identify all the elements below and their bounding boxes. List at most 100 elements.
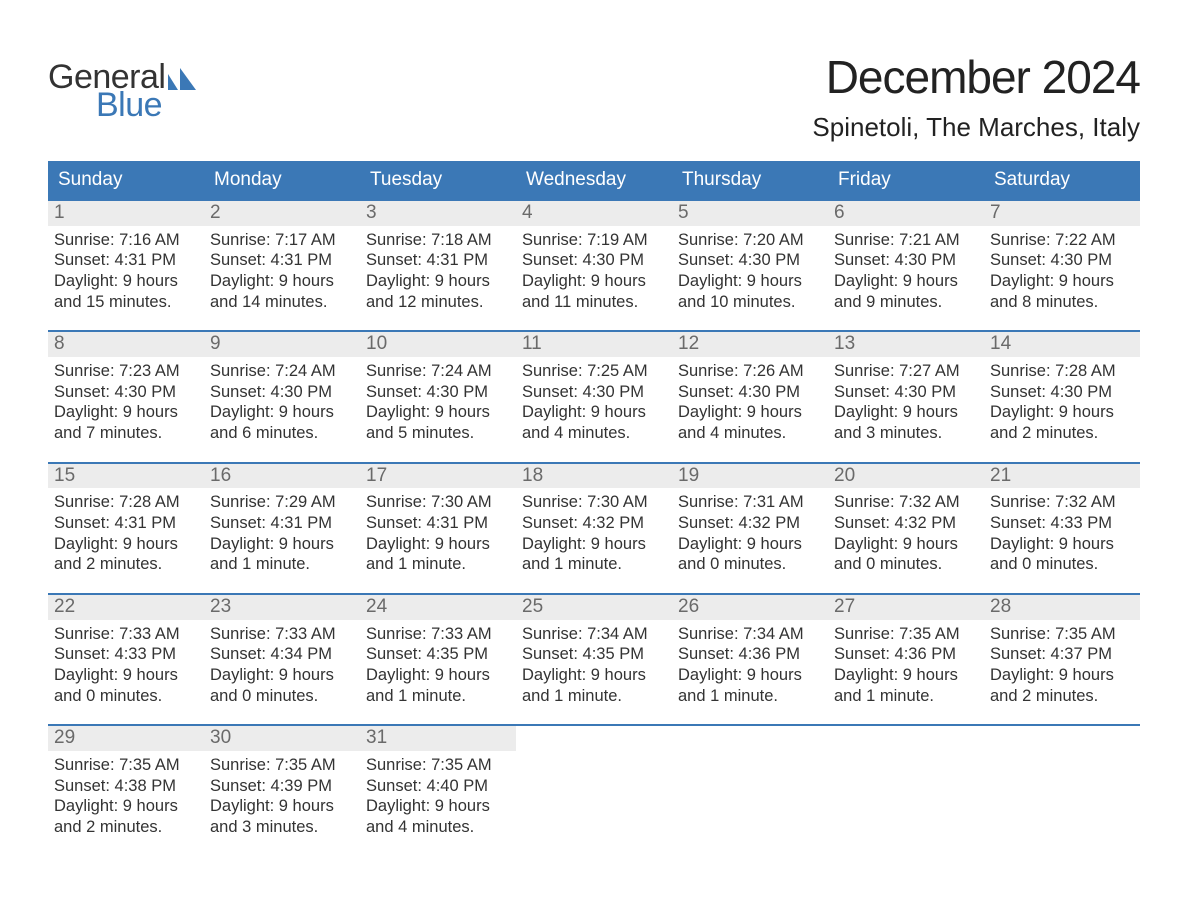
day-number: 12 <box>672 332 828 357</box>
day-number: 29 <box>48 726 204 751</box>
sunset-text: Sunset: 4:30 PM <box>678 382 822 403</box>
day-body: Sunrise: 7:35 AMSunset: 4:38 PMDaylight:… <box>48 751 204 842</box>
page-header: General Blue December 2024 Spinetoli, Th… <box>48 50 1140 143</box>
daylight-text-2: and 4 minutes. <box>522 423 666 444</box>
daylight-text-2: and 0 minutes. <box>834 554 978 575</box>
day-body: Sunrise: 7:28 AMSunset: 4:31 PMDaylight:… <box>48 488 204 579</box>
sunrise-text: Sunrise: 7:28 AM <box>54 492 198 513</box>
day-cell: 17Sunrise: 7:30 AMSunset: 4:31 PMDayligh… <box>360 464 516 579</box>
sunset-text: Sunset: 4:37 PM <box>990 644 1134 665</box>
daylight-text-2: and 0 minutes. <box>990 554 1134 575</box>
day-cell: 11Sunrise: 7:25 AMSunset: 4:30 PMDayligh… <box>516 332 672 447</box>
day-body: Sunrise: 7:25 AMSunset: 4:30 PMDaylight:… <box>516 357 672 448</box>
day-cell: 20Sunrise: 7:32 AMSunset: 4:32 PMDayligh… <box>828 464 984 579</box>
day-number: 20 <box>828 464 984 489</box>
sunrise-text: Sunrise: 7:35 AM <box>990 624 1134 645</box>
daylight-text-2: and 2 minutes. <box>54 817 198 838</box>
empty-cell <box>672 726 828 841</box>
sunset-text: Sunset: 4:31 PM <box>366 513 510 534</box>
day-cell: 27Sunrise: 7:35 AMSunset: 4:36 PMDayligh… <box>828 595 984 710</box>
sunrise-text: Sunrise: 7:35 AM <box>366 755 510 776</box>
day-cell: 6Sunrise: 7:21 AMSunset: 4:30 PMDaylight… <box>828 201 984 316</box>
sunrise-text: Sunrise: 7:32 AM <box>834 492 978 513</box>
day-number: 9 <box>204 332 360 357</box>
weekday-header: Wednesday <box>516 161 672 199</box>
day-body: Sunrise: 7:23 AMSunset: 4:30 PMDaylight:… <box>48 357 204 448</box>
sunset-text: Sunset: 4:40 PM <box>366 776 510 797</box>
sunrise-text: Sunrise: 7:35 AM <box>54 755 198 776</box>
day-number: 10 <box>360 332 516 357</box>
day-number: 4 <box>516 201 672 226</box>
day-body: Sunrise: 7:33 AMSunset: 4:33 PMDaylight:… <box>48 620 204 711</box>
day-body: Sunrise: 7:16 AMSunset: 4:31 PMDaylight:… <box>48 226 204 317</box>
daylight-text-2: and 1 minute. <box>366 686 510 707</box>
day-cell: 3Sunrise: 7:18 AMSunset: 4:31 PMDaylight… <box>360 201 516 316</box>
week-row: 29Sunrise: 7:35 AMSunset: 4:38 PMDayligh… <box>48 724 1140 841</box>
day-body: Sunrise: 7:24 AMSunset: 4:30 PMDaylight:… <box>360 357 516 448</box>
day-cell: 5Sunrise: 7:20 AMSunset: 4:30 PMDaylight… <box>672 201 828 316</box>
sunrise-text: Sunrise: 7:28 AM <box>990 361 1134 382</box>
sunrise-text: Sunrise: 7:33 AM <box>210 624 354 645</box>
day-number: 6 <box>828 201 984 226</box>
daylight-text-2: and 3 minutes. <box>834 423 978 444</box>
sunset-text: Sunset: 4:30 PM <box>834 250 978 271</box>
sunset-text: Sunset: 4:30 PM <box>834 382 978 403</box>
day-number: 15 <box>48 464 204 489</box>
daylight-text-1: Daylight: 9 hours <box>834 665 978 686</box>
daylight-text-2: and 0 minutes. <box>678 554 822 575</box>
sunrise-text: Sunrise: 7:23 AM <box>54 361 198 382</box>
day-cell: 31Sunrise: 7:35 AMSunset: 4:40 PMDayligh… <box>360 726 516 841</box>
weekday-header: Monday <box>204 161 360 199</box>
sunrise-text: Sunrise: 7:33 AM <box>54 624 198 645</box>
sunrise-text: Sunrise: 7:21 AM <box>834 230 978 251</box>
daylight-text-2: and 7 minutes. <box>54 423 198 444</box>
daylight-text-1: Daylight: 9 hours <box>678 402 822 423</box>
sunrise-text: Sunrise: 7:33 AM <box>366 624 510 645</box>
sunset-text: Sunset: 4:30 PM <box>54 382 198 403</box>
day-body: Sunrise: 7:24 AMSunset: 4:30 PMDaylight:… <box>204 357 360 448</box>
day-body: Sunrise: 7:35 AMSunset: 4:40 PMDaylight:… <box>360 751 516 842</box>
daylight-text-2: and 2 minutes. <box>990 686 1134 707</box>
sunrise-text: Sunrise: 7:18 AM <box>366 230 510 251</box>
daylight-text-1: Daylight: 9 hours <box>54 534 198 555</box>
week-row: 1Sunrise: 7:16 AMSunset: 4:31 PMDaylight… <box>48 199 1140 316</box>
day-cell: 4Sunrise: 7:19 AMSunset: 4:30 PMDaylight… <box>516 201 672 316</box>
daylight-text-1: Daylight: 9 hours <box>210 665 354 686</box>
day-body: Sunrise: 7:17 AMSunset: 4:31 PMDaylight:… <box>204 226 360 317</box>
daylight-text-1: Daylight: 9 hours <box>210 534 354 555</box>
week-row: 8Sunrise: 7:23 AMSunset: 4:30 PMDaylight… <box>48 330 1140 447</box>
sunset-text: Sunset: 4:30 PM <box>990 382 1134 403</box>
day-number: 5 <box>672 201 828 226</box>
empty-cell <box>984 726 1140 841</box>
sunrise-text: Sunrise: 7:24 AM <box>210 361 354 382</box>
daylight-text-2: and 0 minutes. <box>210 686 354 707</box>
sunrise-text: Sunrise: 7:34 AM <box>522 624 666 645</box>
sunrise-text: Sunrise: 7:25 AM <box>522 361 666 382</box>
sunset-text: Sunset: 4:31 PM <box>366 250 510 271</box>
daylight-text-2: and 2 minutes. <box>990 423 1134 444</box>
sunset-text: Sunset: 4:31 PM <box>54 250 198 271</box>
weekday-header: Tuesday <box>360 161 516 199</box>
daylight-text-2: and 1 minute. <box>522 686 666 707</box>
sunset-text: Sunset: 4:36 PM <box>834 644 978 665</box>
daylight-text-1: Daylight: 9 hours <box>522 665 666 686</box>
daylight-text-1: Daylight: 9 hours <box>366 402 510 423</box>
sunset-text: Sunset: 4:32 PM <box>834 513 978 534</box>
day-body: Sunrise: 7:28 AMSunset: 4:30 PMDaylight:… <box>984 357 1140 448</box>
day-body: Sunrise: 7:18 AMSunset: 4:31 PMDaylight:… <box>360 226 516 317</box>
daylight-text-1: Daylight: 9 hours <box>210 796 354 817</box>
day-number: 22 <box>48 595 204 620</box>
day-number: 7 <box>984 201 1140 226</box>
day-body: Sunrise: 7:34 AMSunset: 4:36 PMDaylight:… <box>672 620 828 711</box>
sunrise-text: Sunrise: 7:30 AM <box>366 492 510 513</box>
daylight-text-1: Daylight: 9 hours <box>210 402 354 423</box>
daylight-text-2: and 8 minutes. <box>990 292 1134 313</box>
sunrise-text: Sunrise: 7:22 AM <box>990 230 1134 251</box>
sunset-text: Sunset: 4:36 PM <box>678 644 822 665</box>
day-number: 27 <box>828 595 984 620</box>
day-body: Sunrise: 7:30 AMSunset: 4:32 PMDaylight:… <box>516 488 672 579</box>
daylight-text-1: Daylight: 9 hours <box>990 402 1134 423</box>
day-number: 17 <box>360 464 516 489</box>
daylight-text-2: and 4 minutes. <box>678 423 822 444</box>
day-cell: 10Sunrise: 7:24 AMSunset: 4:30 PMDayligh… <box>360 332 516 447</box>
